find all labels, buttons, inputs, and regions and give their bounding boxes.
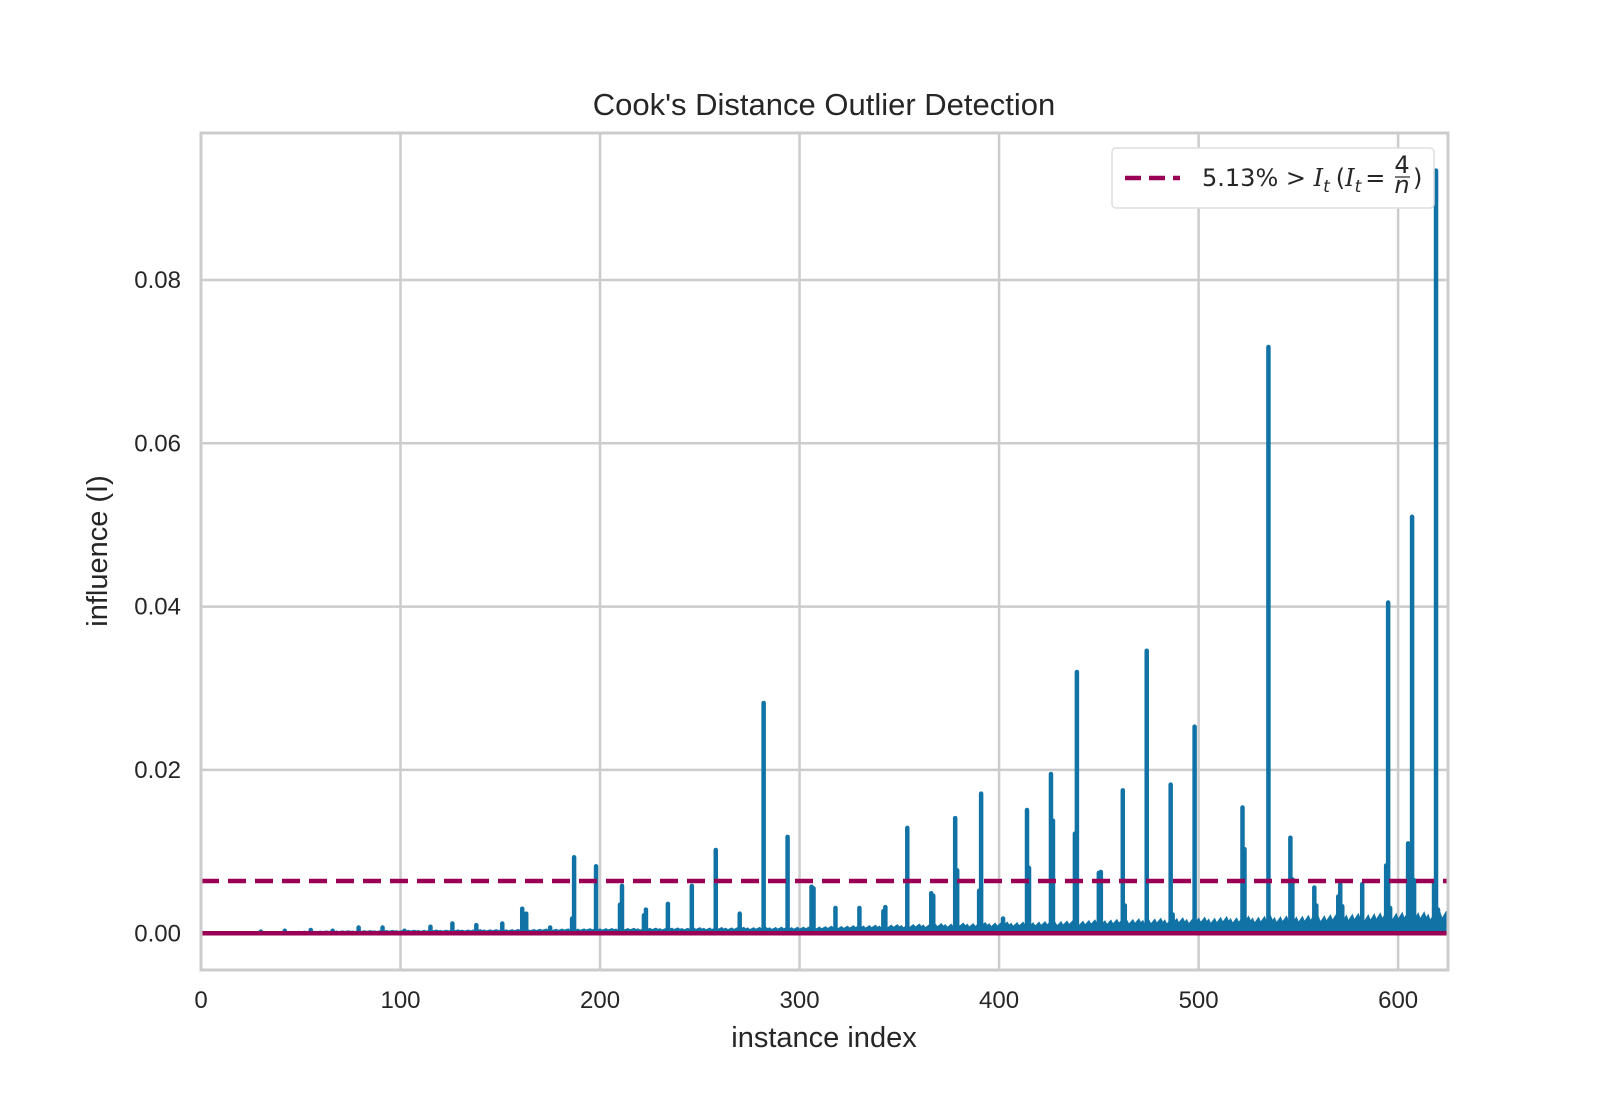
x-tick-label: 100 xyxy=(380,987,420,1014)
x-tick-label: 300 xyxy=(780,987,820,1014)
x-tick-label: 400 xyxy=(979,987,1019,1014)
x-axis-label: instance index xyxy=(731,1022,917,1054)
reference-lines xyxy=(201,878,1448,936)
legend-frac-num: 4 xyxy=(1394,151,1409,179)
legend-label: 5.13% > It (It = xyxy=(1202,164,1385,197)
y-tick-label: 0.04 xyxy=(134,594,181,621)
x-tick-labels: 0 100 200 300 400 500 600 xyxy=(194,987,1418,1014)
y-tick-labels: 0.00 0.02 0.04 0.06 0.08 xyxy=(134,267,181,947)
x-tick-label: 200 xyxy=(580,987,620,1014)
x-tick-label: 600 xyxy=(1378,987,1418,1014)
chart-title: Cook's Distance Outlier Detection xyxy=(593,87,1056,122)
y-tick-label: 0.06 xyxy=(134,430,181,457)
x-tick-label: 0 xyxy=(194,987,207,1014)
legend-var: I xyxy=(1313,164,1324,192)
legend-box xyxy=(1111,147,1435,209)
legend-var-2: I xyxy=(1344,164,1355,192)
x-tick-label: 500 xyxy=(1179,987,1219,1014)
legend: 5.13% > It (It = 4 n ) xyxy=(1111,147,1435,209)
legend-sub: t xyxy=(1323,177,1331,197)
legend-prefix: 5.13% > xyxy=(1202,164,1314,192)
legend-sub-2: t xyxy=(1355,177,1363,197)
y-axis-label: influence (I) xyxy=(82,475,114,627)
y-tick-label: 0.00 xyxy=(134,920,181,947)
y-tick-label: 0.08 xyxy=(134,267,181,294)
plot-frame xyxy=(199,131,1450,972)
legend-close-paren: ) xyxy=(1413,164,1422,192)
legend-frac-den: n xyxy=(1394,171,1409,199)
y-tick-label: 0.02 xyxy=(134,757,181,784)
